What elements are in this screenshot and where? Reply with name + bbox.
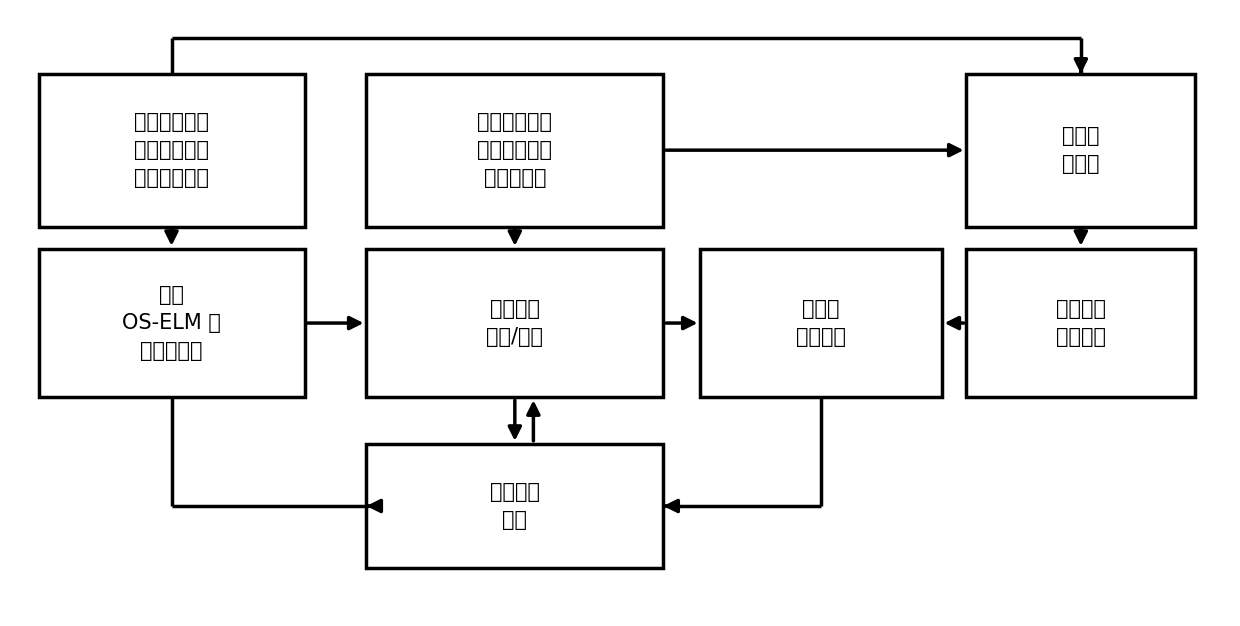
Text: 估计数据
结构信息: 估计数据 结构信息 <box>1056 299 1106 347</box>
Bar <box>38 74 305 227</box>
Bar <box>366 249 663 398</box>
Text: 构建
OS-ELM 初
始分类模型: 构建 OS-ELM 初 始分类模型 <box>122 285 221 361</box>
Text: 样本在线
识别/分类: 样本在线 识别/分类 <box>486 299 543 347</box>
Bar <box>366 444 663 568</box>
Text: 训练集
批量更新: 训练集 批量更新 <box>796 299 846 347</box>
Text: 分类模型
更新: 分类模型 更新 <box>490 482 539 530</box>
Bar <box>701 249 941 398</box>
Bar <box>966 249 1195 398</box>
Bar <box>966 74 1195 227</box>
Bar <box>38 249 305 398</box>
Bar <box>366 74 663 227</box>
Text: 在线采集脑电
样本的预处理
和特征提取: 在线采集脑电 样本的预处理 和特征提取 <box>477 112 552 188</box>
Text: 标记脑电样本
的采集、预处
理和特征提取: 标记脑电样本 的采集、预处 理和特征提取 <box>134 112 210 188</box>
Text: 结构学
习模型: 结构学 习模型 <box>1063 126 1100 174</box>
